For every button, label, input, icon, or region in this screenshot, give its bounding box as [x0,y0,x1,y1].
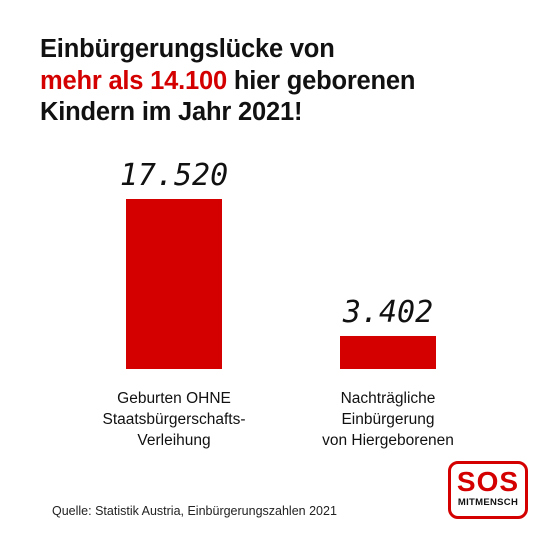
logo-sub-text: MITMENSCH [457,497,519,508]
category-label-0-line-1: Staatsbürgerschafts- [102,411,245,428]
value-label-1: 3.402 [342,295,433,330]
logo-main-text: SOS [456,466,520,497]
title-line-2-rest: hier geborenen [226,66,416,95]
chart-title: Einbürgerungslücke von mehr als 14.100 h… [40,34,520,129]
value-label-0: 17.520 [120,158,228,193]
bar-0 [126,199,222,369]
category-label-0-line-2: Verleihung [137,432,210,449]
title-highlight: mehr als 14.100 [40,66,227,95]
source-note: Quelle: Statistik Austria, Einbürgerungs… [52,504,337,518]
sos-mitmensch-logo: SOS MITMENSCH [448,461,528,519]
bar-1 [340,335,436,369]
category-label-0-line-0: Geburten OHNE [117,390,231,407]
title-line-3: Kindern im Jahr 2021! [40,98,303,126]
category-label-1-line-0: Nachträgliche [341,390,436,407]
category-label-1-line-1: Einbürgerung [341,411,434,428]
category-label-1-line-2: von Hiergeborenen [322,432,454,449]
title-line-2: mehr als 14.100 hier geborenen [40,66,520,98]
title-line-1: Einbürgerungslücke von [40,35,335,63]
